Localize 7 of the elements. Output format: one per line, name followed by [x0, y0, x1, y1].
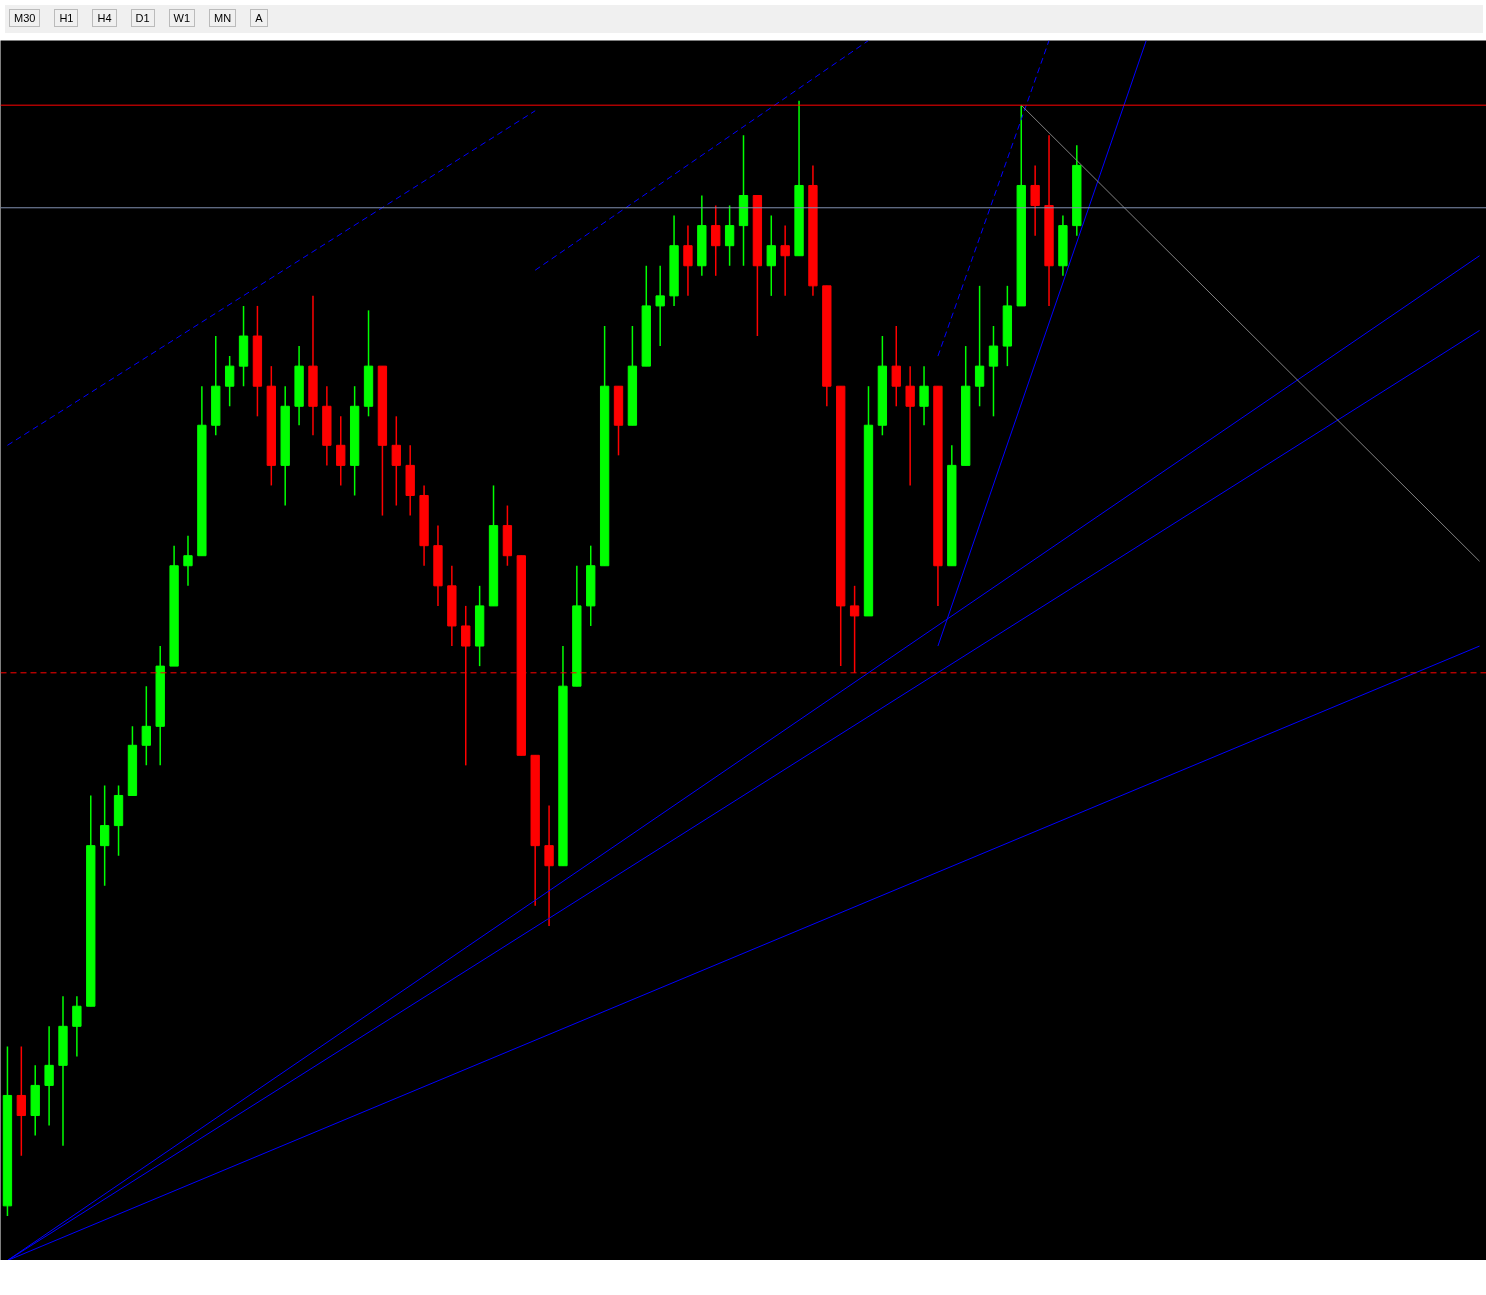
text: D1: [130, 9, 155, 27]
text: H4: [92, 9, 117, 27]
text: W1: [168, 9, 196, 27]
text: M30: [9, 9, 41, 27]
text: H1: [54, 9, 79, 27]
text: MN: [209, 9, 237, 27]
text: A: [250, 9, 268, 27]
